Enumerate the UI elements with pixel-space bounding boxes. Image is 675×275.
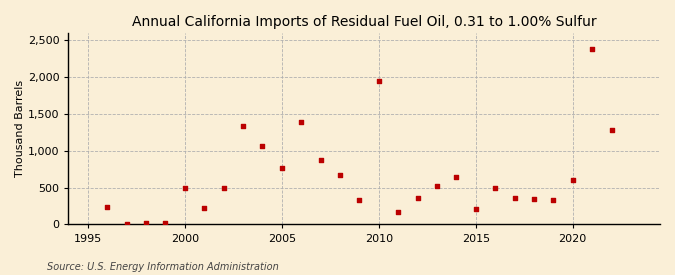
Point: [296, 120, 306, 124]
Point: [431, 184, 442, 188]
Point: [335, 173, 346, 177]
Point: [122, 222, 132, 226]
Point: [276, 166, 287, 170]
Point: [412, 196, 423, 200]
Point: [199, 205, 210, 210]
Point: [140, 221, 151, 225]
Point: [373, 79, 384, 83]
Y-axis label: Thousand Barrels: Thousand Barrels: [15, 80, 25, 177]
Point: [606, 128, 617, 132]
Point: [509, 196, 520, 200]
Point: [315, 158, 326, 163]
Point: [587, 47, 597, 51]
Point: [529, 197, 539, 201]
Text: Source: U.S. Energy Information Administration: Source: U.S. Energy Information Administ…: [47, 262, 279, 272]
Point: [102, 205, 113, 209]
Point: [218, 186, 229, 191]
Point: [490, 185, 501, 190]
Point: [160, 221, 171, 225]
Point: [470, 207, 481, 211]
Title: Annual California Imports of Residual Fuel Oil, 0.31 to 1.00% Sulfur: Annual California Imports of Residual Fu…: [132, 15, 597, 29]
Point: [257, 144, 268, 148]
Point: [567, 178, 578, 183]
Point: [354, 198, 364, 202]
Point: [548, 198, 559, 202]
Point: [238, 123, 248, 128]
Point: [393, 210, 404, 214]
Point: [451, 175, 462, 180]
Point: [180, 185, 190, 190]
